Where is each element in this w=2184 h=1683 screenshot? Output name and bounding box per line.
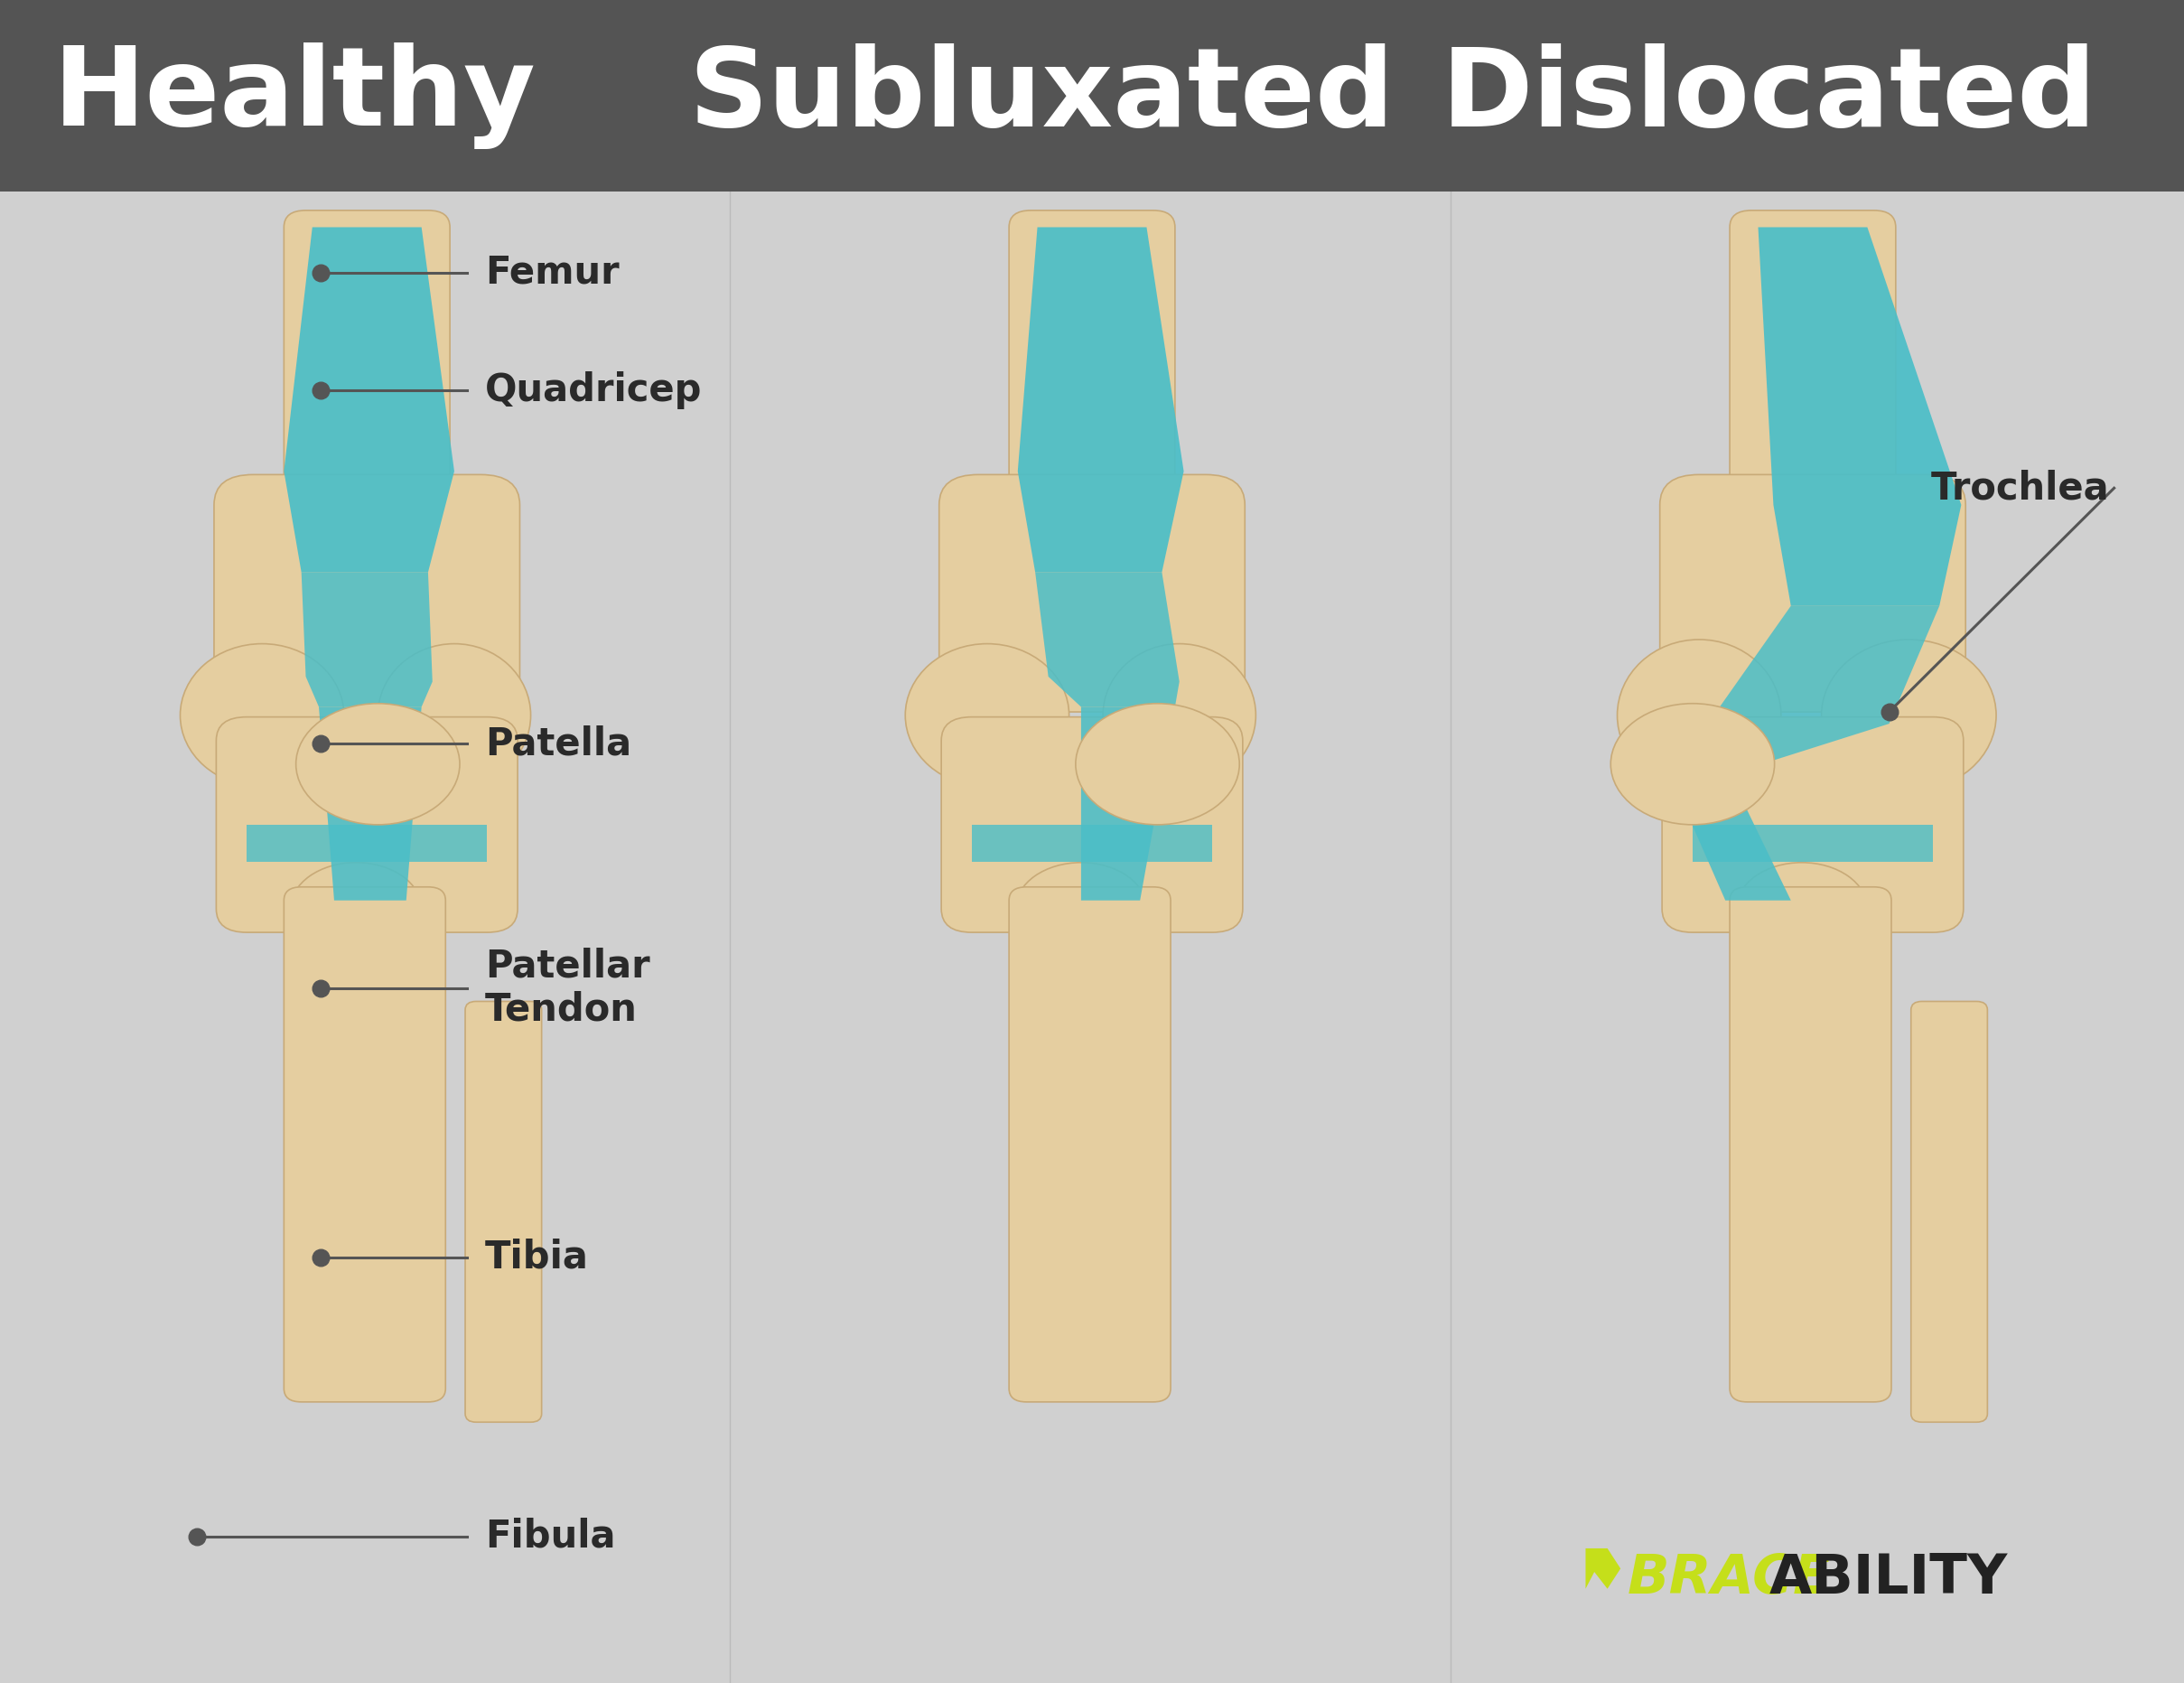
Polygon shape: [1081, 707, 1175, 900]
Text: ABILITY: ABILITY: [1769, 1552, 2007, 1606]
FancyBboxPatch shape: [1009, 210, 1175, 539]
Text: Patellar
Tendon: Patellar Tendon: [485, 948, 651, 1028]
FancyBboxPatch shape: [1009, 887, 1171, 1402]
FancyBboxPatch shape: [216, 717, 518, 932]
Polygon shape: [1758, 227, 1961, 606]
FancyBboxPatch shape: [284, 887, 446, 1402]
Ellipse shape: [1610, 703, 1773, 825]
Polygon shape: [1035, 572, 1179, 707]
Polygon shape: [319, 707, 422, 900]
Ellipse shape: [904, 645, 1068, 788]
Polygon shape: [972, 825, 1212, 862]
Ellipse shape: [378, 645, 531, 788]
Point: [304, 377, 339, 404]
Polygon shape: [1693, 825, 1933, 862]
Ellipse shape: [179, 645, 345, 788]
Point: [304, 974, 339, 1001]
Ellipse shape: [1103, 645, 1256, 788]
Text: Fibula: Fibula: [485, 1518, 616, 1555]
FancyBboxPatch shape: [1730, 210, 1896, 539]
FancyBboxPatch shape: [1730, 887, 1891, 1402]
FancyBboxPatch shape: [939, 475, 1245, 712]
FancyBboxPatch shape: [941, 717, 1243, 932]
FancyBboxPatch shape: [0, 0, 2184, 192]
FancyBboxPatch shape: [1660, 475, 1966, 712]
Polygon shape: [1018, 227, 1184, 572]
Text: Tibia: Tibia: [485, 1239, 590, 1276]
Point: [1872, 698, 1907, 725]
Ellipse shape: [1075, 703, 1241, 825]
Point: [304, 730, 339, 757]
Polygon shape: [1677, 606, 1939, 791]
Ellipse shape: [1616, 640, 1780, 791]
Ellipse shape: [1016, 862, 1147, 956]
Ellipse shape: [297, 703, 461, 825]
Polygon shape: [284, 227, 454, 572]
Ellipse shape: [1736, 862, 1867, 956]
Text: Subluxated: Subluxated: [688, 44, 1396, 148]
Point: [304, 259, 339, 286]
Ellipse shape: [1821, 640, 1996, 791]
FancyBboxPatch shape: [284, 210, 450, 539]
Polygon shape: [1677, 774, 1791, 900]
Text: Healthy: Healthy: [52, 42, 537, 150]
Point: [304, 1244, 339, 1271]
Polygon shape: [247, 825, 487, 862]
FancyBboxPatch shape: [465, 1001, 542, 1422]
Text: BRACE: BRACE: [1627, 1552, 1830, 1606]
Polygon shape: [1586, 1548, 1621, 1589]
Text: Patella: Patella: [485, 725, 631, 762]
Point: [179, 1523, 214, 1550]
FancyBboxPatch shape: [1662, 717, 1963, 932]
Ellipse shape: [290, 862, 422, 956]
FancyBboxPatch shape: [1911, 1001, 1987, 1422]
Text: Dislocated: Dislocated: [1441, 44, 2097, 148]
FancyBboxPatch shape: [214, 475, 520, 712]
Text: Quadricep: Quadricep: [485, 372, 701, 409]
Text: Femur: Femur: [485, 254, 618, 291]
Text: Trochlea: Trochlea: [1931, 470, 2110, 507]
Polygon shape: [301, 572, 432, 707]
